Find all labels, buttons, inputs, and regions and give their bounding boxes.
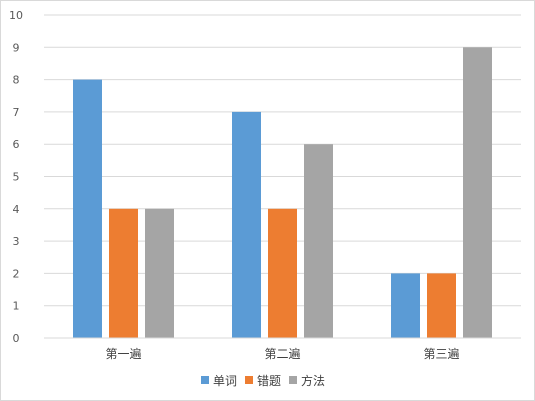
y-tick-label: 7: [13, 106, 20, 119]
x-category-label: 第一遍: [105, 347, 141, 361]
bar-2-3: [427, 273, 456, 338]
y-axis-ticks: 0 1 2 3 4 5 6 7 8 9 10: [9, 9, 23, 345]
legend-swatch: [201, 376, 209, 384]
bar-3-3: [463, 47, 492, 339]
legend-label: 单词: [213, 374, 237, 388]
x-category-label: 第二遍: [264, 347, 300, 361]
y-tick-label: 1: [13, 300, 20, 313]
y-tick-label: 5: [13, 171, 20, 184]
bar-3-2: [304, 144, 333, 338]
y-tick-label: 9: [13, 41, 20, 54]
y-tick-label: 0: [13, 332, 20, 345]
bar-2-2: [268, 208, 297, 338]
y-tick-label: 2: [13, 267, 20, 280]
bar-1-1: [73, 79, 102, 338]
y-tick-label: 6: [13, 138, 20, 151]
x-axis-labels: 第一遍 第二遍 第三遍: [105, 347, 459, 361]
legend-swatch: [289, 376, 297, 384]
legend-swatch: [245, 376, 253, 384]
y-tick-label: 4: [13, 203, 20, 216]
bar-3-1: [145, 208, 174, 338]
legend-label: 方法: [301, 373, 325, 388]
bar-1-3: [391, 273, 420, 338]
bars: [73, 47, 492, 339]
y-tick-label: 3: [13, 235, 20, 248]
x-category-label: 第三遍: [423, 347, 459, 361]
bar-1-2: [232, 111, 261, 339]
y-tick-label: 8: [13, 74, 20, 87]
y-tick-label: 10: [9, 9, 23, 22]
legend-label: 错题: [257, 374, 281, 388]
legend: 单词 错题 方法: [201, 373, 325, 388]
bar-2-1: [109, 208, 138, 338]
